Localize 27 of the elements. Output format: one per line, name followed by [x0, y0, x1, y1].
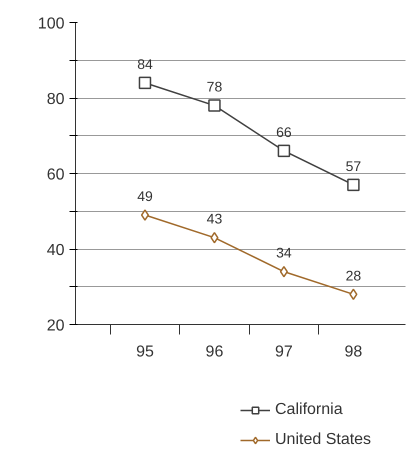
point [140, 209, 150, 221]
point [210, 232, 219, 244]
point [347, 178, 360, 192]
data-label: 28 [346, 267, 362, 284]
data-label: 43 [206, 210, 222, 227]
data-label: 66 [276, 124, 292, 140]
x-tick-label: 95 [136, 344, 154, 360]
x-tick-label: 97 [275, 344, 293, 360]
legend-label: California [275, 401, 343, 419]
data-label: 57 [346, 158, 362, 174]
data-label: 49 [137, 188, 153, 204]
y-tick-label: 20 [46, 318, 65, 334]
y-tick-label: 100 [38, 16, 65, 32]
point [208, 99, 221, 112]
legend-label: United States [275, 431, 372, 449]
point [278, 144, 290, 158]
data-label: 78 [206, 78, 222, 95]
data-label: 34 [276, 244, 292, 261]
x-tick-label: 96 [206, 344, 224, 360]
point [138, 76, 152, 90]
data-label: 84 [137, 56, 153, 72]
point [349, 288, 358, 300]
point [280, 266, 288, 278]
x-tick-label: 98 [344, 344, 362, 360]
y-tick-label: 80 [46, 91, 65, 108]
y-tick-label: 60 [46, 166, 65, 184]
y-tick-label: 40 [46, 242, 65, 259]
